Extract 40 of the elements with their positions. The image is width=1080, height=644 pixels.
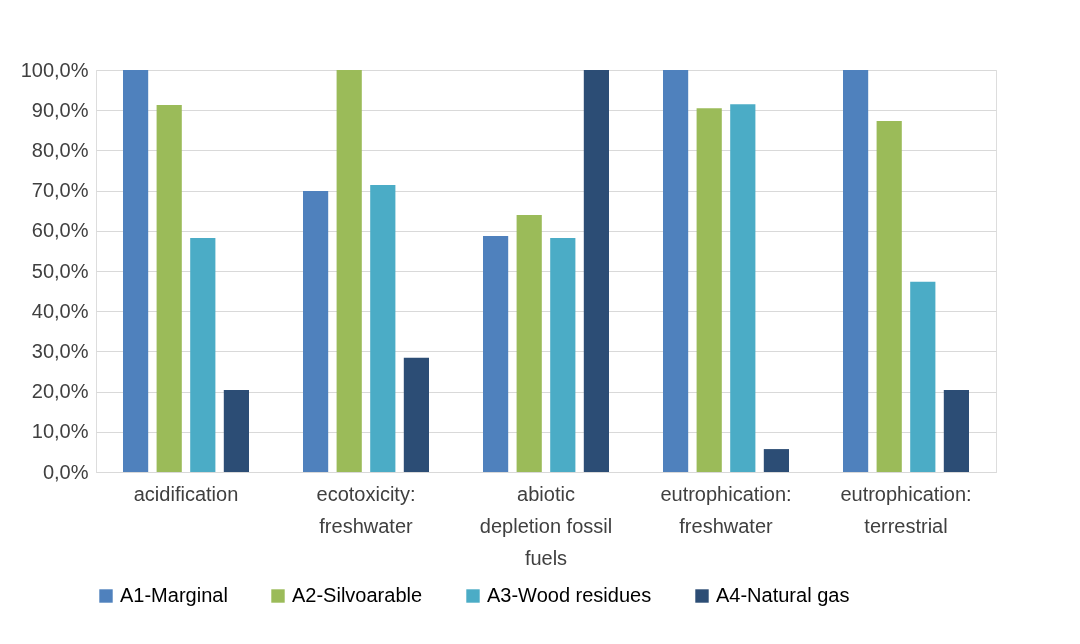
bar (303, 191, 329, 472)
bar (550, 238, 576, 472)
y-tick-label: 30,0% (31, 339, 89, 362)
bar (730, 104, 756, 472)
x-tick-label: eutrophication: freshwater (660, 482, 792, 537)
x-tick-label: eutrophication: terrestrial (840, 482, 972, 537)
y-tick-label: 100,0% (20, 58, 89, 81)
bar (763, 449, 789, 472)
y-tick-label: 0,0% (42, 460, 89, 483)
legend-label: A2-Silvoarable (292, 584, 423, 606)
y-tick-label: 10,0% (31, 420, 89, 443)
bar (843, 70, 869, 472)
y-tick-label: 90,0% (31, 98, 89, 121)
x-tick-label: abiotic depletion fossil fuels (479, 482, 613, 569)
bar (516, 215, 542, 472)
y-tick-label: 60,0% (31, 219, 89, 242)
x-tick-label: acidification (133, 482, 239, 505)
bar (123, 70, 149, 472)
bar (223, 389, 249, 472)
bar (663, 70, 689, 472)
legend-label: A1-Marginal (120, 584, 228, 606)
y-tick-label: 40,0% (31, 299, 89, 322)
bar (156, 104, 182, 472)
legend-label: A4-Natural gas (716, 584, 850, 606)
legend-label: A3-Wood residues (487, 584, 652, 606)
bar (336, 70, 362, 472)
bar (370, 184, 396, 472)
y-tick-label: 80,0% (31, 138, 89, 161)
y-tick-label: 20,0% (31, 380, 89, 403)
x-tick-label: ecotoxicity: freshwater (316, 482, 416, 537)
bar (910, 281, 936, 472)
y-tick-label: 70,0% (31, 179, 89, 202)
bar (403, 357, 429, 472)
bar (190, 238, 216, 472)
bar (483, 236, 509, 472)
bar (876, 121, 902, 472)
bar (696, 108, 722, 472)
bar (583, 70, 609, 472)
bar (943, 389, 969, 472)
y-tick-label: 50,0% (31, 259, 89, 282)
